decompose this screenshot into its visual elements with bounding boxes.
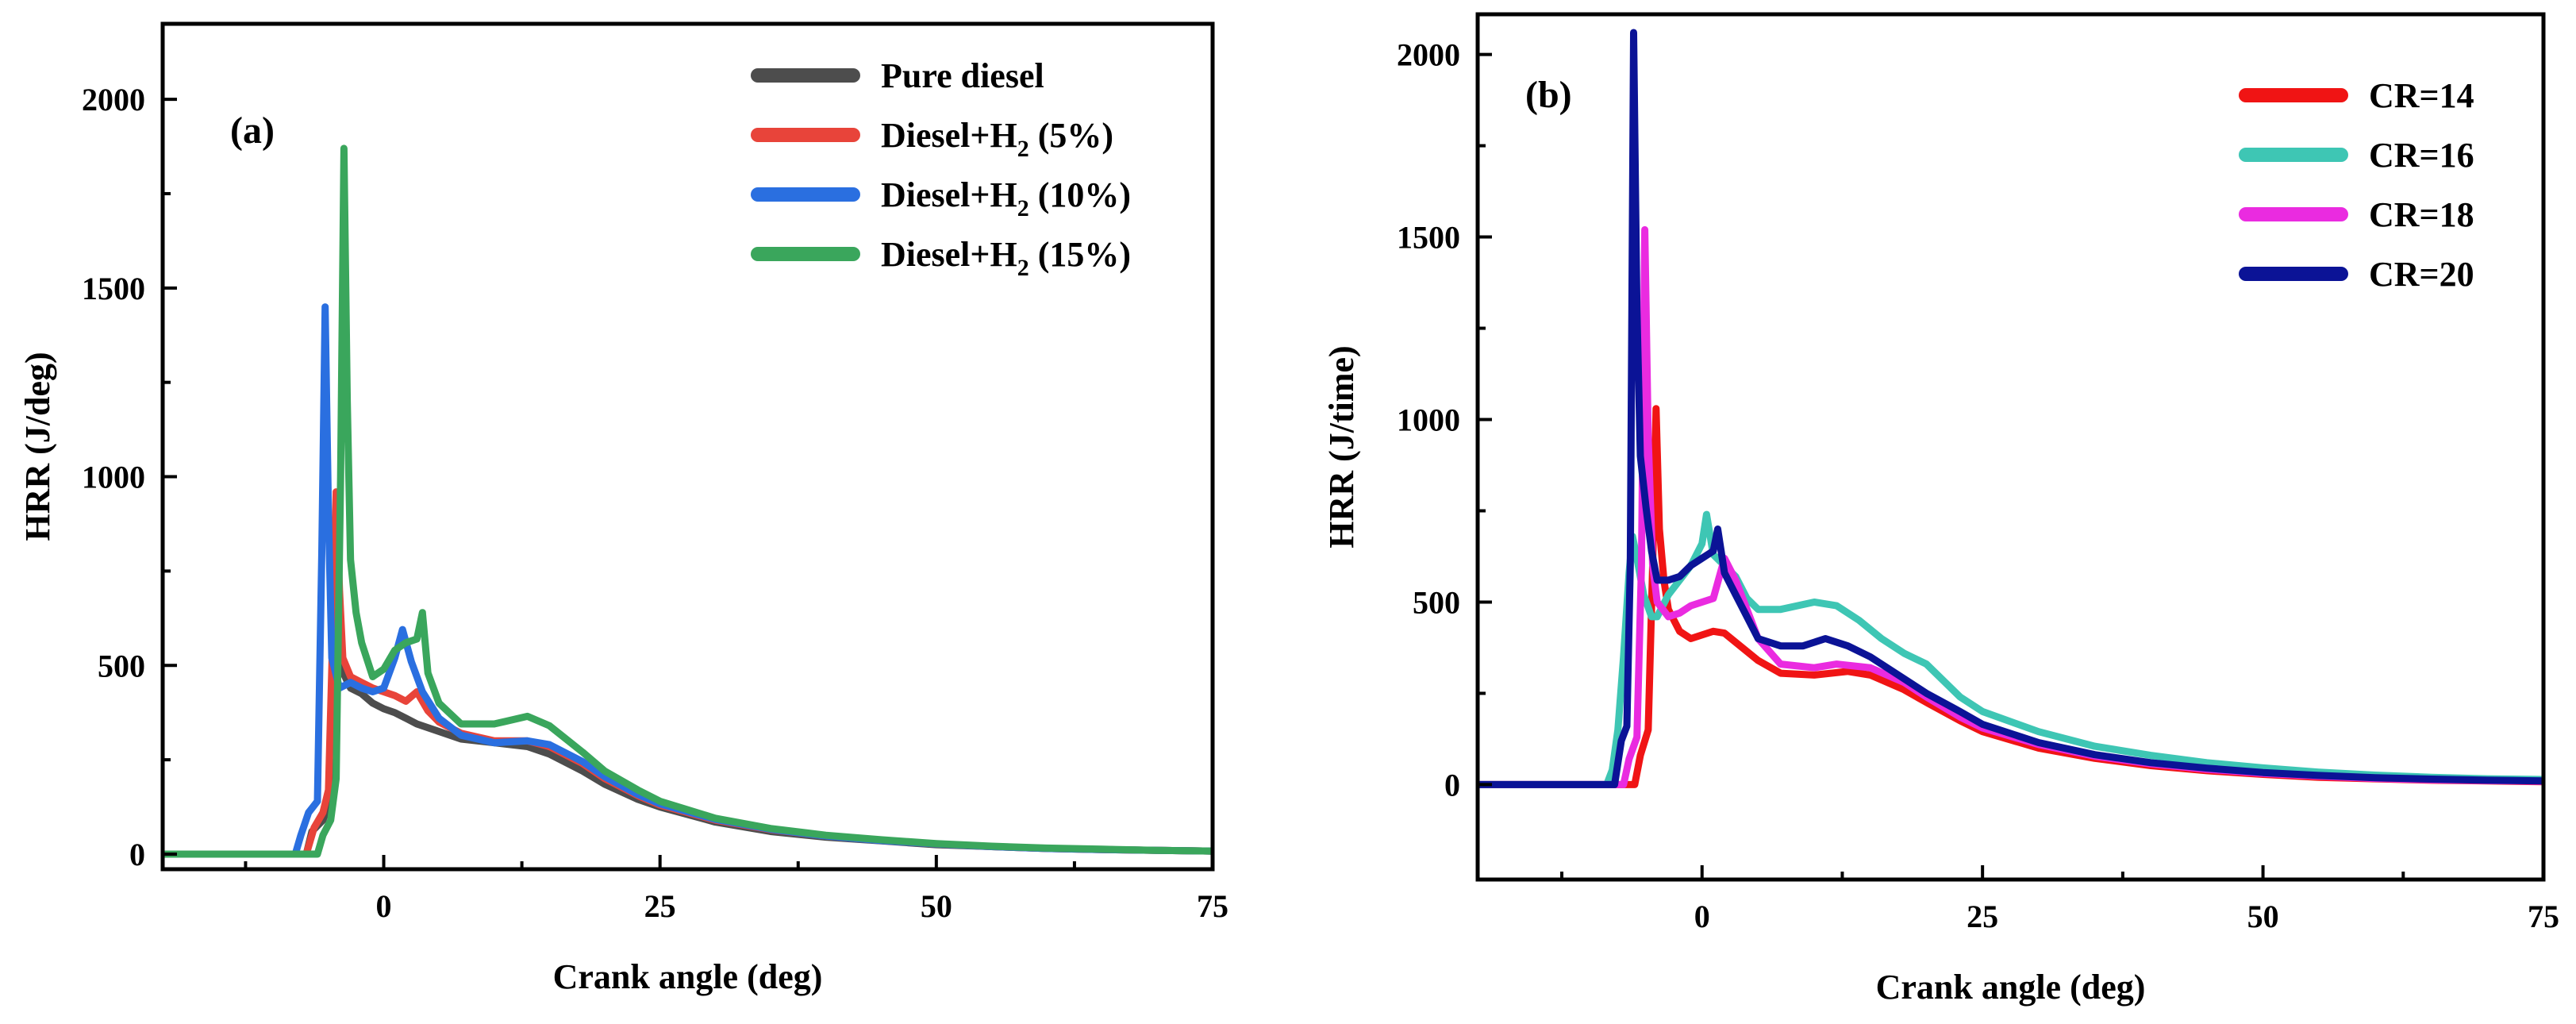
y-tick-label: 1000	[1397, 402, 1460, 438]
legend-label-subscript: 2	[1017, 255, 1029, 281]
series-group	[1478, 29, 2543, 788]
x-tick-label: 25	[644, 888, 676, 924]
x-axis-title: Crank angle (deg)	[553, 957, 823, 996]
x-axis-title: Crank angle (deg)	[1876, 968, 2146, 1007]
legend-label-main: CR=20	[2369, 255, 2474, 294]
legend-label-main: CR=14	[2369, 76, 2474, 115]
series-line-4	[163, 144, 1213, 858]
series-line-2	[1478, 510, 2543, 788]
y-tick-label: 500	[98, 648, 145, 683]
legend-label-subscript: 2	[1017, 136, 1029, 162]
x-tick-label: 0	[376, 888, 392, 924]
legend: CR=14 CR=16 CR=18 CR=20	[2239, 76, 2474, 294]
legend-label-tail: (15%)	[1029, 235, 1131, 274]
legend-label-subscript: 2	[1017, 195, 1029, 221]
y-tick-label: 0	[129, 837, 145, 872]
y-tick-label: 1500	[1397, 220, 1460, 256]
x-tick-label: 75	[1197, 888, 1228, 924]
legend-label-main: CR=16	[2369, 136, 2474, 175]
legend-label-main: Diesel+H	[881, 235, 1017, 274]
legend-label: Pure diesel	[881, 56, 1044, 95]
legend-label-tail: (5%)	[1029, 116, 1113, 155]
plot-frame	[1475, 12, 2546, 882]
legend-label: Diesel+H2 (5%)	[881, 116, 1113, 162]
legend-label: Diesel+H2 (15%)	[881, 235, 1131, 281]
legend-label: CR=20	[2369, 255, 2474, 294]
y-axis-title: HRR (J/time)	[1322, 345, 1361, 548]
x-tick-label: 0	[1694, 899, 1710, 934]
x-tick-label: 75	[2528, 899, 2559, 934]
legend-label-main: Pure diesel	[881, 56, 1044, 95]
y-tick-label: 0	[1444, 767, 1460, 803]
legend-label-main: CR=18	[2369, 195, 2474, 234]
y-tick-label: 2000	[1397, 37, 1460, 73]
y-tick-label: 500	[1413, 584, 1460, 620]
legend-label-main: Diesel+H	[881, 175, 1017, 214]
plot-frame	[160, 21, 1215, 872]
y-axis-title: HRR (J/deg)	[18, 352, 57, 541]
chart-panel-a: 0 25 50 75 0 500 1000 1500 2000 Crank angle (deg)…	[18, 21, 1228, 996]
y-tick-label: 1000	[82, 460, 145, 495]
legend-label-main: Diesel+H	[881, 116, 1017, 155]
panel-label: (a)	[230, 110, 275, 152]
chart-panel-b: 0 25 50 75 0 500 1000 1500 2000 Crank angle (deg)…	[1322, 12, 2559, 1007]
panel-label: (b)	[1525, 74, 1572, 116]
x-tick-label: 50	[921, 888, 952, 924]
legend-label: CR=18	[2369, 195, 2474, 234]
x-tick-label: 25	[1967, 899, 1998, 934]
series-line-3	[163, 303, 1213, 858]
series-line-4	[1478, 29, 2543, 788]
x-tick-label: 50	[2247, 899, 2279, 934]
legend-label-tail: (10%)	[1029, 175, 1131, 214]
series-group	[163, 144, 1213, 858]
y-tick-label: 2000	[82, 82, 145, 117]
y-tick-label: 1500	[82, 271, 145, 306]
legend-label: Diesel+H2 (10%)	[881, 175, 1131, 221]
legend-label: CR=16	[2369, 136, 2474, 175]
legend-label: CR=14	[2369, 76, 2474, 115]
